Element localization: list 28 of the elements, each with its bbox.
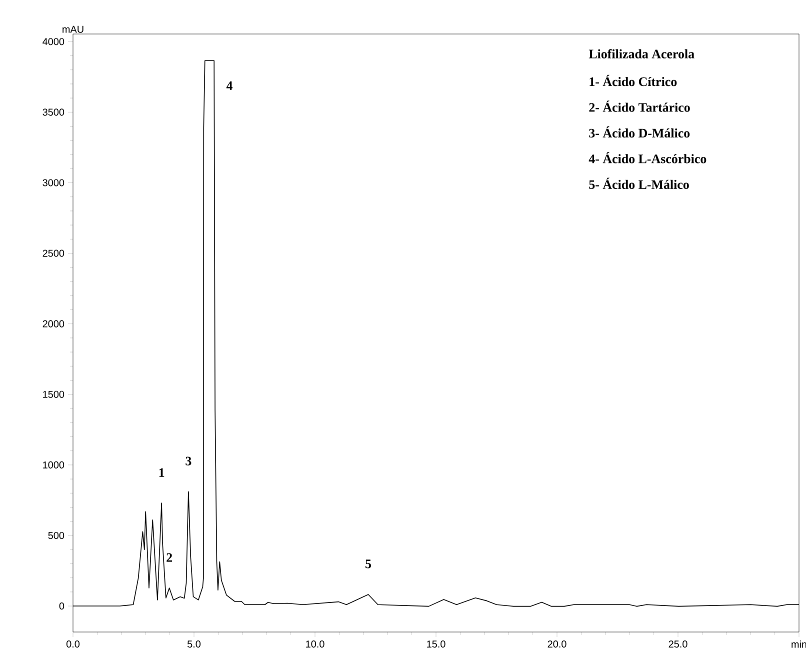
y-tick-label: 4000 xyxy=(42,38,64,46)
annotation: 3- Ácido D-Málico xyxy=(589,126,690,138)
y-tick-label: 3500 xyxy=(42,108,64,116)
x-tick-label: min xyxy=(792,640,806,648)
annotation: 2- Ácido Tartárico xyxy=(589,100,690,112)
annotation: 3 xyxy=(186,456,192,466)
annotation: 4- Ácido L-Ascórbico xyxy=(588,152,706,164)
y-tick-label: 2500 xyxy=(42,250,64,257)
y-tick-label: 3000 xyxy=(42,179,64,186)
y-axis-title: mAU xyxy=(62,26,84,33)
x-tick-label: 0.0 xyxy=(66,640,80,648)
x-tick-label: 15.0 xyxy=(427,640,446,648)
annotation: 1- Ácido Cítrico xyxy=(590,74,677,86)
y-tick-label: 1000 xyxy=(43,461,64,468)
annotation: 2 xyxy=(166,553,172,562)
x-tick-label: 10.0 xyxy=(306,640,324,648)
annotation: 5- Ácido L-Málico xyxy=(589,178,689,189)
text: Liofilizada Acerola xyxy=(588,49,694,58)
y-tick-label: 2000 xyxy=(42,320,64,328)
x-tick-label: 20.0 xyxy=(548,640,566,648)
y-tick-label: 500 xyxy=(48,532,64,540)
annotation: 1 xyxy=(159,468,164,477)
y-tick-label: 0 xyxy=(59,602,64,610)
annotation: 5 xyxy=(366,560,372,568)
annotation: 4 xyxy=(226,81,232,90)
x-tick-label: 5.0 xyxy=(187,640,201,648)
y-tick-label: 1500 xyxy=(43,390,64,398)
x-tick-label: 25.0 xyxy=(668,640,688,648)
